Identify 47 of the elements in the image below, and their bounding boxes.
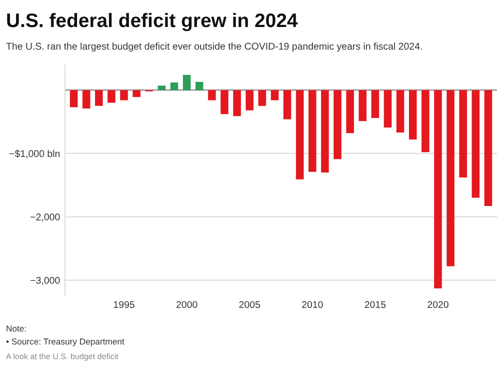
bar bbox=[384, 90, 392, 128]
bar bbox=[70, 90, 78, 108]
bar bbox=[358, 90, 367, 122]
x-tick-label: 2010 bbox=[302, 301, 323, 308]
bar bbox=[208, 90, 216, 100]
bar bbox=[258, 90, 266, 106]
bar bbox=[472, 90, 480, 198]
x-tick-label: 2015 bbox=[364, 301, 386, 308]
bar bbox=[396, 90, 404, 133]
bar bbox=[308, 90, 316, 172]
bar bbox=[346, 90, 354, 134]
bar bbox=[334, 90, 342, 160]
chart-subtitle: The U.S. ran the largest budget deficit ever outside the COVID-19 pandemic years in fiscal 2024. bbox=[6, 42, 422, 52]
bar bbox=[246, 90, 254, 110]
y-tick-label: −2,000 bbox=[30, 214, 60, 222]
x-tick-label: 2020 bbox=[428, 301, 448, 308]
bar bbox=[158, 86, 166, 90]
bar bbox=[296, 90, 304, 180]
text: Note: bbox=[6, 326, 26, 332]
chart-title: U.S. federal deficit grew in 2024 bbox=[7, 12, 298, 32]
bar bbox=[321, 90, 329, 172]
bar bbox=[95, 90, 103, 106]
bar bbox=[422, 90, 430, 152]
bar bbox=[220, 90, 228, 114]
bar bbox=[446, 90, 454, 266]
bar bbox=[270, 90, 279, 100]
text: • Source: Treasury Department bbox=[6, 338, 124, 346]
x-tick-label: 2005 bbox=[239, 301, 260, 308]
bar bbox=[108, 90, 116, 103]
x-tick-label: 2000 bbox=[176, 301, 198, 308]
x-tick-label: 1995 bbox=[114, 301, 134, 308]
bar bbox=[371, 90, 380, 118]
text: A look at the U.S. budget deficit bbox=[6, 353, 118, 361]
bar bbox=[182, 74, 191, 90]
bar bbox=[233, 90, 241, 116]
bar bbox=[434, 90, 442, 288]
bar bbox=[484, 90, 492, 206]
bar bbox=[82, 90, 90, 108]
bar bbox=[195, 82, 204, 90]
bar bbox=[170, 82, 178, 90]
bar bbox=[120, 90, 128, 100]
bar bbox=[132, 90, 140, 98]
bar bbox=[283, 90, 292, 120]
bar bbox=[408, 90, 417, 140]
y-tick-label: −3,000 bbox=[30, 276, 60, 285]
bar bbox=[459, 90, 467, 178]
y-tick-label: −$1,000 bln bbox=[10, 150, 60, 158]
